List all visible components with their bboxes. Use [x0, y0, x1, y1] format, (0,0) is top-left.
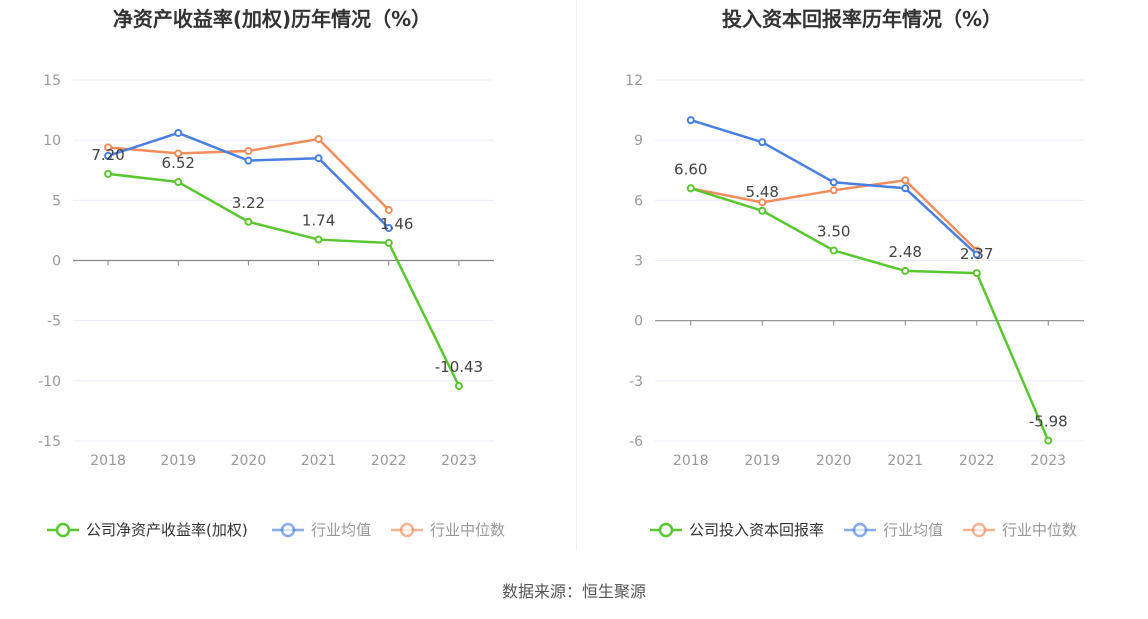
x-tick-label: 2018	[673, 453, 709, 469]
data-point-company	[758, 206, 767, 215]
x-tick-label: 2022	[959, 453, 995, 469]
data-label: 2.37	[960, 245, 993, 263]
data-point-median	[384, 205, 393, 214]
y-tick-label: 15	[43, 73, 61, 89]
data-point-average	[901, 184, 910, 193]
y-tick-label: 5	[52, 193, 61, 209]
y-tick-label: 12	[625, 73, 643, 89]
data-point-average	[829, 178, 838, 187]
data-point-median	[244, 146, 253, 155]
legend-item-median: 行业中位数	[391, 521, 505, 539]
series-line-company	[690, 187, 1050, 442]
legend-label: 公司净资产收益率(加权)	[86, 521, 248, 539]
data-label: 2.48	[889, 243, 922, 261]
y-tick-label: 0	[634, 314, 643, 330]
y-tick-label: 3	[634, 254, 643, 270]
legend-label: 行业均值	[883, 521, 943, 539]
x-tick-label: 2019	[160, 453, 196, 469]
legend-item-median: 行业中位数	[963, 521, 1077, 539]
y-tick-label: 0	[52, 254, 61, 270]
y-tick-label: -15	[38, 434, 61, 450]
data-point-median	[829, 186, 838, 195]
data-point-company	[829, 246, 838, 255]
x-tick-label: 2023	[441, 453, 477, 469]
data-point-company	[1044, 436, 1053, 445]
data-source-note: 数据来源：恒生聚源	[501, 582, 646, 601]
data-point-average	[244, 156, 253, 165]
legend-item-average: 行业均值	[272, 521, 371, 539]
data-point-company	[901, 266, 910, 275]
y-tick-label: 6	[634, 193, 643, 209]
data-label: 7.20	[91, 146, 124, 164]
data-point-company	[972, 269, 981, 278]
y-tick-label: -5	[47, 314, 61, 330]
data-point-average	[314, 154, 323, 163]
data-point-company	[314, 235, 323, 244]
data-label: 6.60	[674, 160, 707, 178]
data-point-average	[104, 151, 113, 160]
data-label: 1.46	[380, 215, 413, 233]
legend-label: 公司投入资本回报率	[689, 521, 824, 539]
data-label: 1.74	[302, 212, 335, 230]
x-tick-label: 2019	[744, 453, 780, 469]
legend-item-company: 公司投入资本回报率	[650, 521, 824, 539]
legend-label: 行业中位数	[430, 521, 505, 539]
legend-label: 行业中位数	[1002, 521, 1077, 539]
chart-2: 投入资本回报率历年情况（%） 12 9 6 3 0 -3 -6 2018 2019 2020 2021…	[625, 7, 1084, 539]
chart-1: 净资产收益率(加权)历年情况（%） 15 10 5 0 -5 -10 -15 2018 2019 2…	[38, 7, 505, 539]
legend-marker	[280, 522, 296, 538]
data-point-company	[384, 238, 393, 247]
legend-marker	[852, 522, 868, 538]
data-label: -5.98	[1029, 413, 1068, 431]
x-tick-label: 2020	[231, 453, 267, 469]
x-tick-label: 2018	[90, 453, 126, 469]
charts-canvas: 净资产收益率(加权)历年情况（%） 15 10 5 0 -5 -10 -15 2018 2019 2…	[38, 7, 1084, 539]
series-line-company	[107, 172, 461, 387]
chart-title: 投入资本回报率历年情况（%）	[722, 7, 1002, 31]
legend-marker	[971, 522, 987, 538]
data-point-median	[758, 198, 767, 207]
data-label: 3.50	[817, 222, 850, 240]
data-point-median	[174, 149, 183, 158]
data-point-average	[174, 128, 183, 137]
y-tick-label: -10	[38, 374, 61, 390]
x-tick-label: 2023	[1030, 453, 1066, 469]
y-tick-label: 10	[43, 133, 61, 149]
data-point-average	[384, 224, 393, 233]
x-tick-label: 2021	[301, 453, 337, 469]
data-label: 5.48	[746, 183, 779, 201]
data-point-company	[104, 169, 113, 178]
data-point-average	[758, 138, 767, 147]
y-tick-label: -6	[629, 434, 643, 450]
data-point-median	[901, 176, 910, 185]
data-label: 3.22	[232, 194, 265, 212]
legend-item-average: 行业均值	[844, 521, 943, 539]
data-point-company	[174, 178, 183, 187]
data-point-company	[454, 382, 463, 391]
data-point-company	[686, 184, 695, 193]
data-point-median	[104, 143, 113, 152]
legend-marker	[55, 522, 71, 538]
data-point-average	[972, 250, 981, 259]
x-tick-label: 2020	[816, 453, 852, 469]
legend-item-company: 公司净资产收益率(加权)	[47, 521, 248, 539]
chart-title: 净资产收益率(加权)历年情况（%）	[113, 7, 431, 31]
data-point-company	[244, 217, 253, 226]
legend-marker	[399, 522, 415, 538]
chart-divider	[576, 0, 577, 550]
legend-label: 行业均值	[311, 521, 371, 539]
data-point-average	[686, 116, 695, 125]
data-label: -10.43	[435, 358, 483, 376]
legend-marker	[658, 522, 674, 538]
data-point-median	[314, 134, 323, 143]
x-tick-label: 2022	[371, 453, 407, 469]
y-tick-label: 9	[634, 133, 643, 149]
y-tick-label: -3	[629, 374, 643, 390]
x-tick-label: 2021	[887, 453, 923, 469]
data-label: 6.52	[162, 154, 195, 172]
